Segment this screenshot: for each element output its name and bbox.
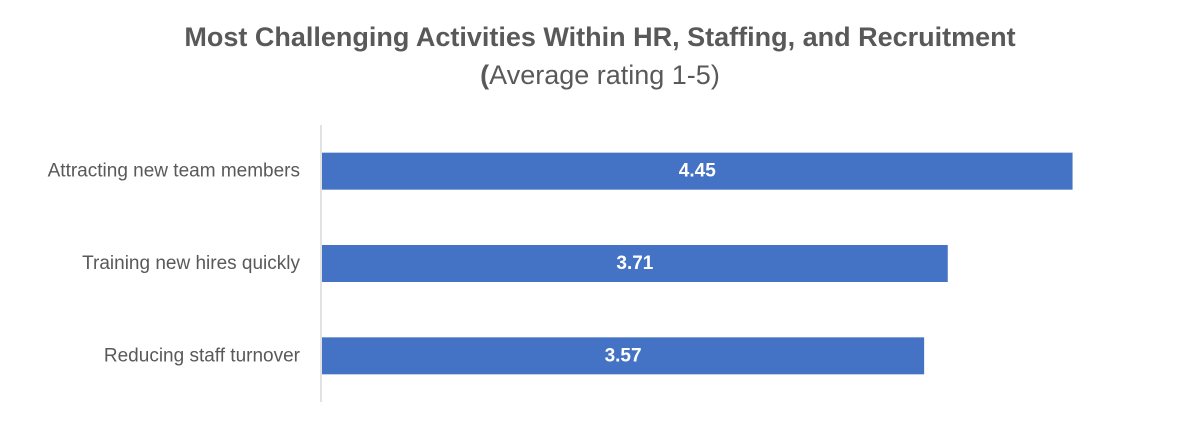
chart-title: Most Challenging Activities Within HR, S… — [184, 22, 1016, 52]
category-label-1: Attracting new team members — [48, 161, 300, 182]
bar-2 — [322, 245, 948, 282]
category-label-2: Training new hires quickly — [82, 253, 300, 274]
bars-group: 4.45 Attracting new team members 3.71 Train… — [48, 152, 1073, 375]
data-label-1: 4.45 — [679, 161, 716, 182]
subtitle-open-paren: ( — [480, 60, 490, 90]
bar-1 — [322, 152, 1073, 190]
subtitle-text: Average rating 1-5) — [489, 60, 720, 90]
category-label-3: Reducing staff turnover — [104, 345, 301, 366]
bar-3 — [322, 337, 925, 375]
data-label-3: 3.57 — [605, 345, 642, 366]
data-label-2: 3.71 — [616, 253, 653, 274]
chart-subtitle: (Average rating 1-5) — [0, 60, 1200, 91]
